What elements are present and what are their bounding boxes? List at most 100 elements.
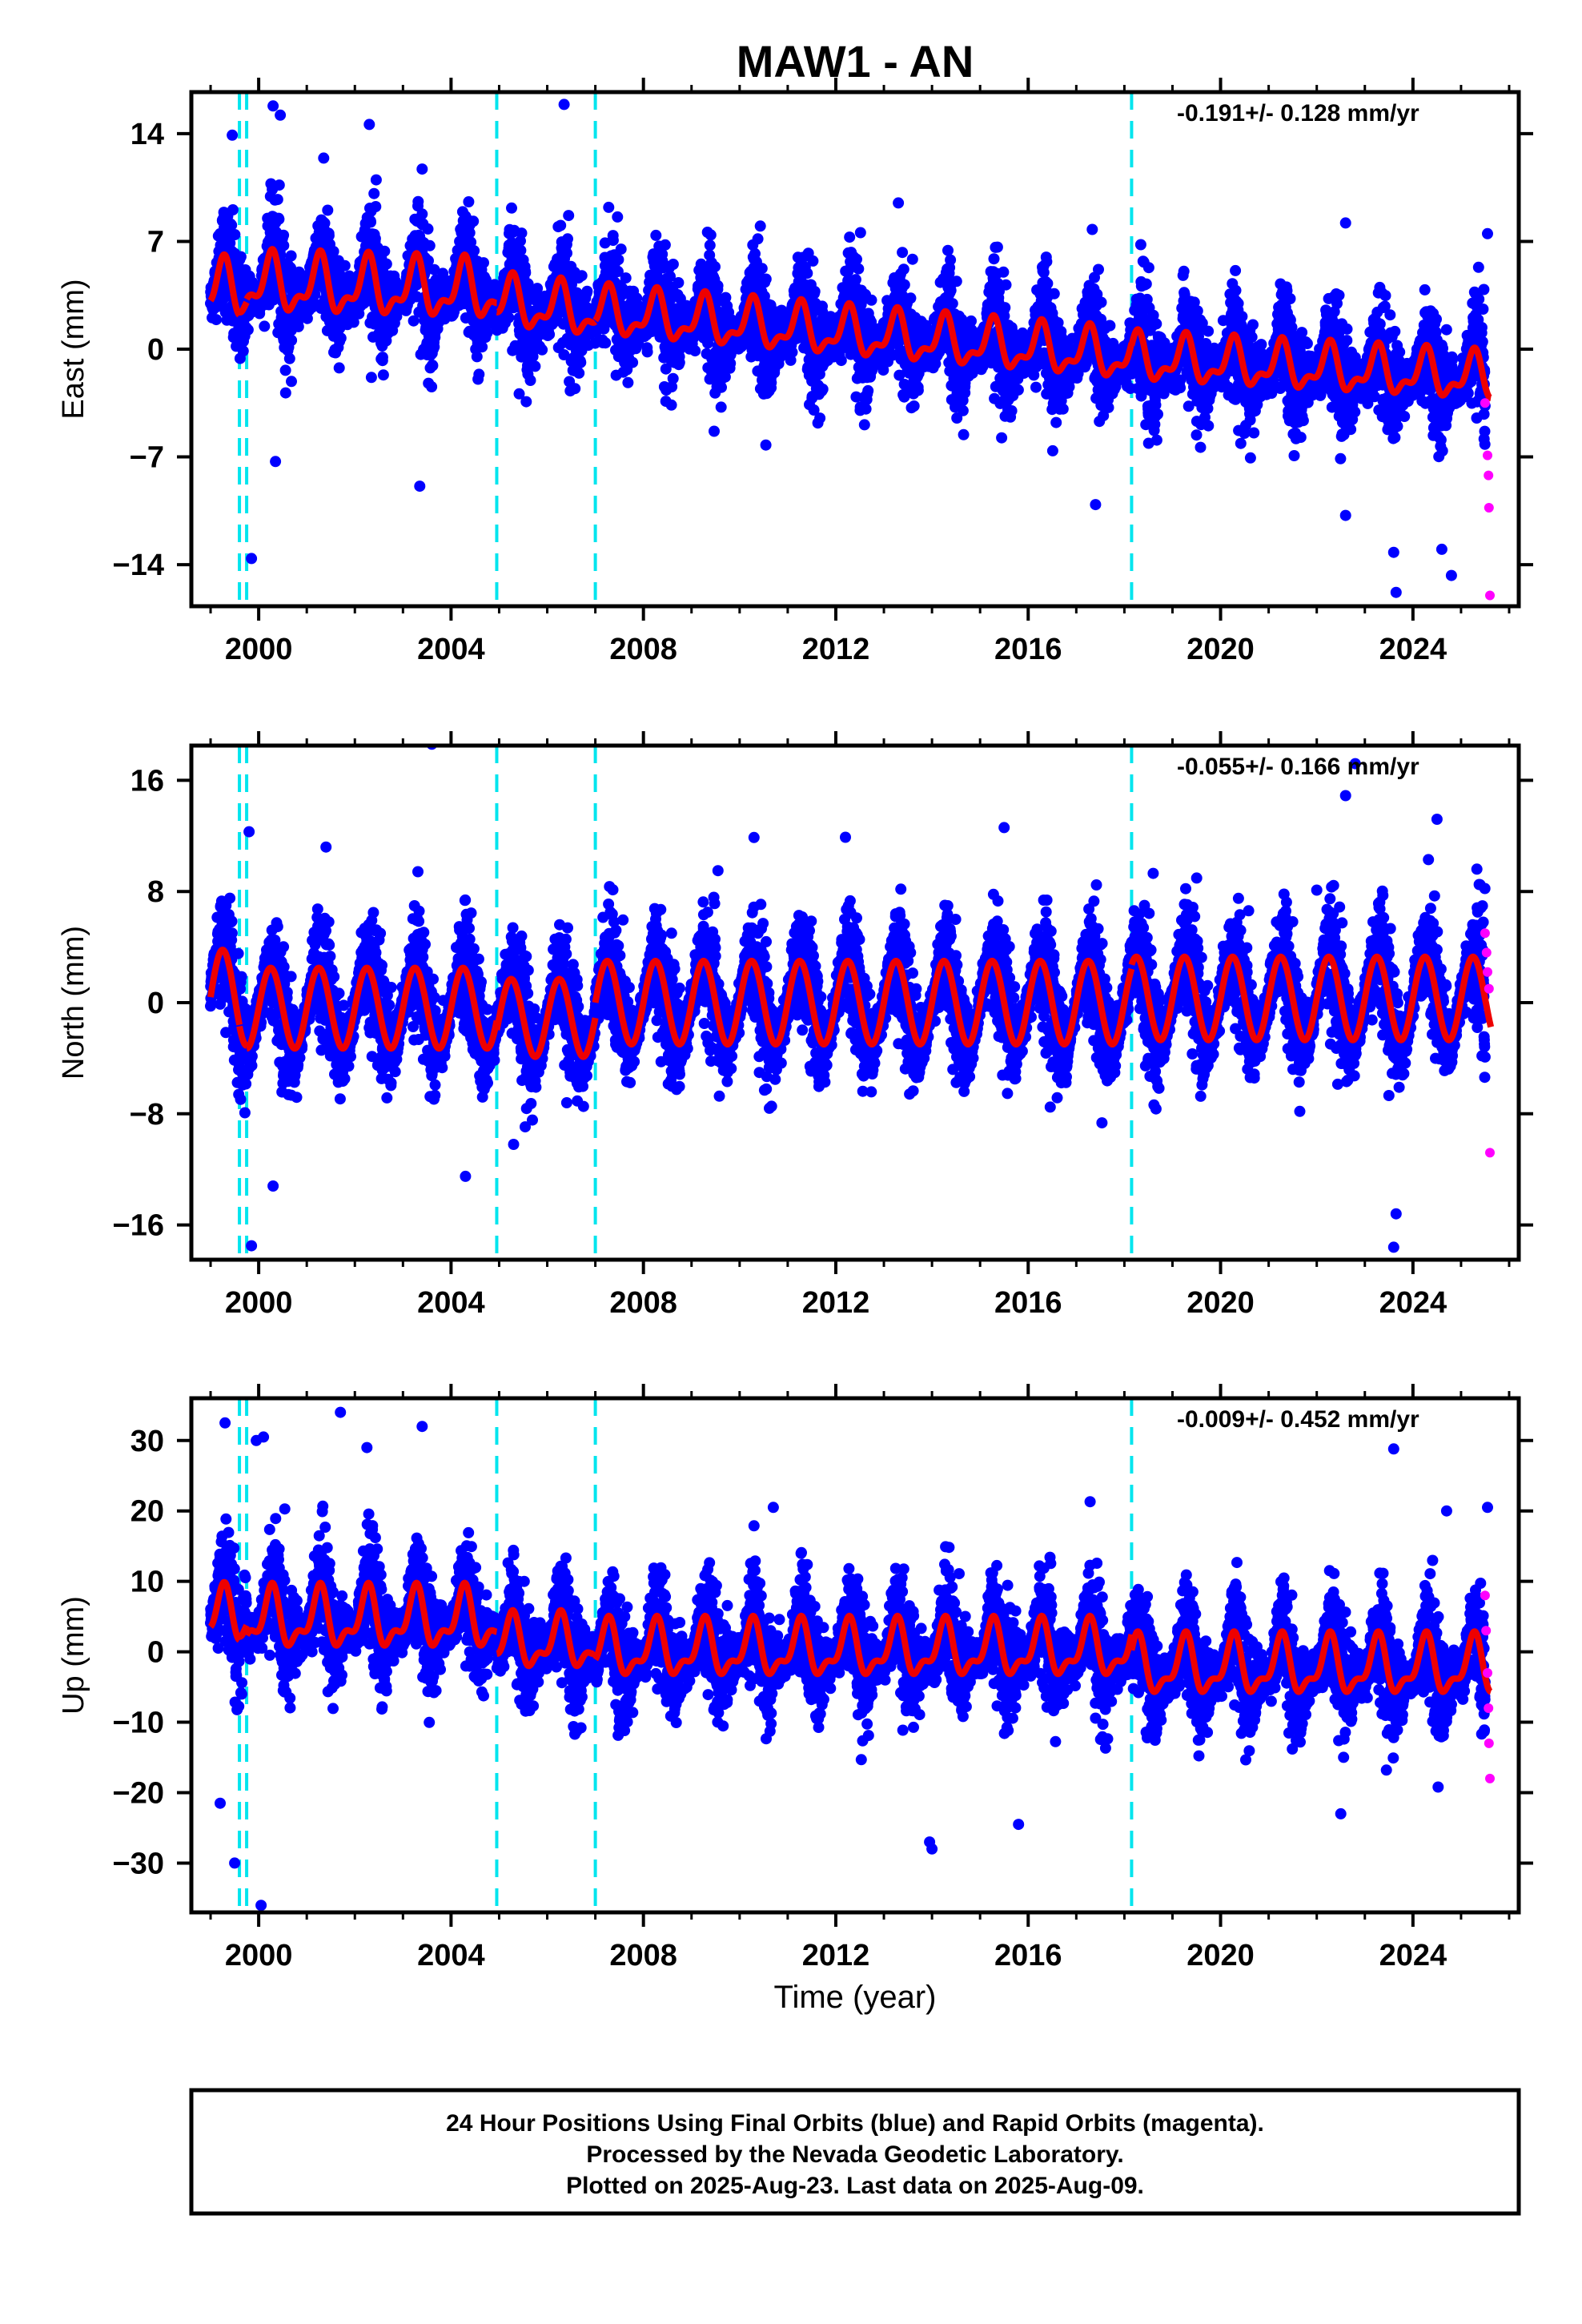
east-point <box>279 387 291 399</box>
east-point <box>576 270 588 282</box>
east-point <box>752 233 764 245</box>
east-point <box>760 439 772 451</box>
east-point <box>612 211 624 223</box>
east-point <box>339 259 351 271</box>
east-point <box>259 320 271 332</box>
east-point <box>427 360 439 372</box>
east-point <box>862 384 874 396</box>
east-point <box>561 247 572 259</box>
east-point <box>908 400 920 412</box>
east-point <box>704 239 716 251</box>
east-panel: 2000 2004 2008 2012 2016 2020 2024−14−70714Eas… <box>57 78 1533 666</box>
east-point <box>650 229 662 241</box>
east-point <box>292 320 304 332</box>
east-point <box>377 369 389 381</box>
east-point <box>376 352 388 364</box>
east-point <box>641 346 653 358</box>
east-point <box>278 239 290 251</box>
east-point <box>544 328 556 340</box>
east-point <box>365 216 376 228</box>
east-point <box>665 399 677 411</box>
east-point <box>712 279 724 292</box>
east-point <box>760 273 772 285</box>
east-point <box>622 376 634 388</box>
east-point <box>709 261 721 273</box>
east-point <box>211 314 223 326</box>
east-point <box>754 220 766 232</box>
east-point <box>242 324 254 336</box>
east-point <box>575 356 587 368</box>
east-point <box>235 251 247 263</box>
east-point <box>319 217 331 229</box>
east-point <box>715 401 727 413</box>
east-point <box>473 368 485 380</box>
east-point <box>224 237 236 249</box>
east-point <box>958 428 970 440</box>
east-plot-area <box>205 92 1495 606</box>
east-point <box>865 294 877 306</box>
east-point <box>673 356 685 368</box>
east-point <box>318 152 330 164</box>
east-point <box>335 332 347 344</box>
east-point <box>226 219 238 231</box>
east-point <box>563 210 575 222</box>
east-point <box>333 362 345 374</box>
east-point <box>569 383 581 395</box>
east-point <box>379 245 391 257</box>
east-point <box>607 235 619 247</box>
east-point <box>667 372 679 384</box>
east-point <box>286 335 298 346</box>
east-point <box>370 201 382 212</box>
figure-title: MAW1 - AN <box>737 36 974 86</box>
east-point <box>506 202 517 214</box>
east-point <box>278 229 290 241</box>
east-point <box>709 425 720 437</box>
east-point <box>463 196 475 207</box>
east-point <box>524 375 536 386</box>
east-point <box>476 341 488 353</box>
east-point <box>801 267 813 279</box>
east-point <box>370 174 382 186</box>
east-point <box>581 285 593 297</box>
east-point <box>809 286 821 297</box>
east-point <box>844 231 856 243</box>
east-point <box>705 229 717 241</box>
east-point <box>468 215 480 227</box>
east-point <box>905 292 917 304</box>
east-point <box>468 245 480 257</box>
east-point <box>858 419 870 431</box>
east-point <box>600 337 612 349</box>
east-point <box>897 263 909 275</box>
east-point <box>673 277 685 288</box>
east-point <box>555 219 567 231</box>
east-point <box>957 404 969 416</box>
east-point <box>327 246 339 257</box>
east-point <box>412 195 424 207</box>
east-point <box>503 312 515 324</box>
east-point <box>603 201 615 213</box>
east-point <box>716 381 727 393</box>
east-point <box>946 298 958 310</box>
east-point <box>897 247 909 259</box>
east-point <box>369 232 381 244</box>
east-point <box>426 381 438 392</box>
east-point <box>283 352 295 364</box>
east-point <box>807 255 819 267</box>
east-point <box>227 204 239 215</box>
east-point <box>756 263 768 275</box>
east-point <box>620 272 632 284</box>
east-point <box>416 208 428 220</box>
east-point <box>853 263 865 275</box>
east-point <box>817 384 829 395</box>
east-point <box>229 229 241 240</box>
east-point <box>689 345 701 357</box>
east-point <box>786 346 798 358</box>
east-point <box>612 254 624 266</box>
east-point <box>478 257 489 269</box>
east-point <box>279 364 291 376</box>
east-point <box>520 267 532 279</box>
east-point <box>950 275 962 287</box>
east-point <box>408 315 420 327</box>
east-point <box>906 253 918 265</box>
